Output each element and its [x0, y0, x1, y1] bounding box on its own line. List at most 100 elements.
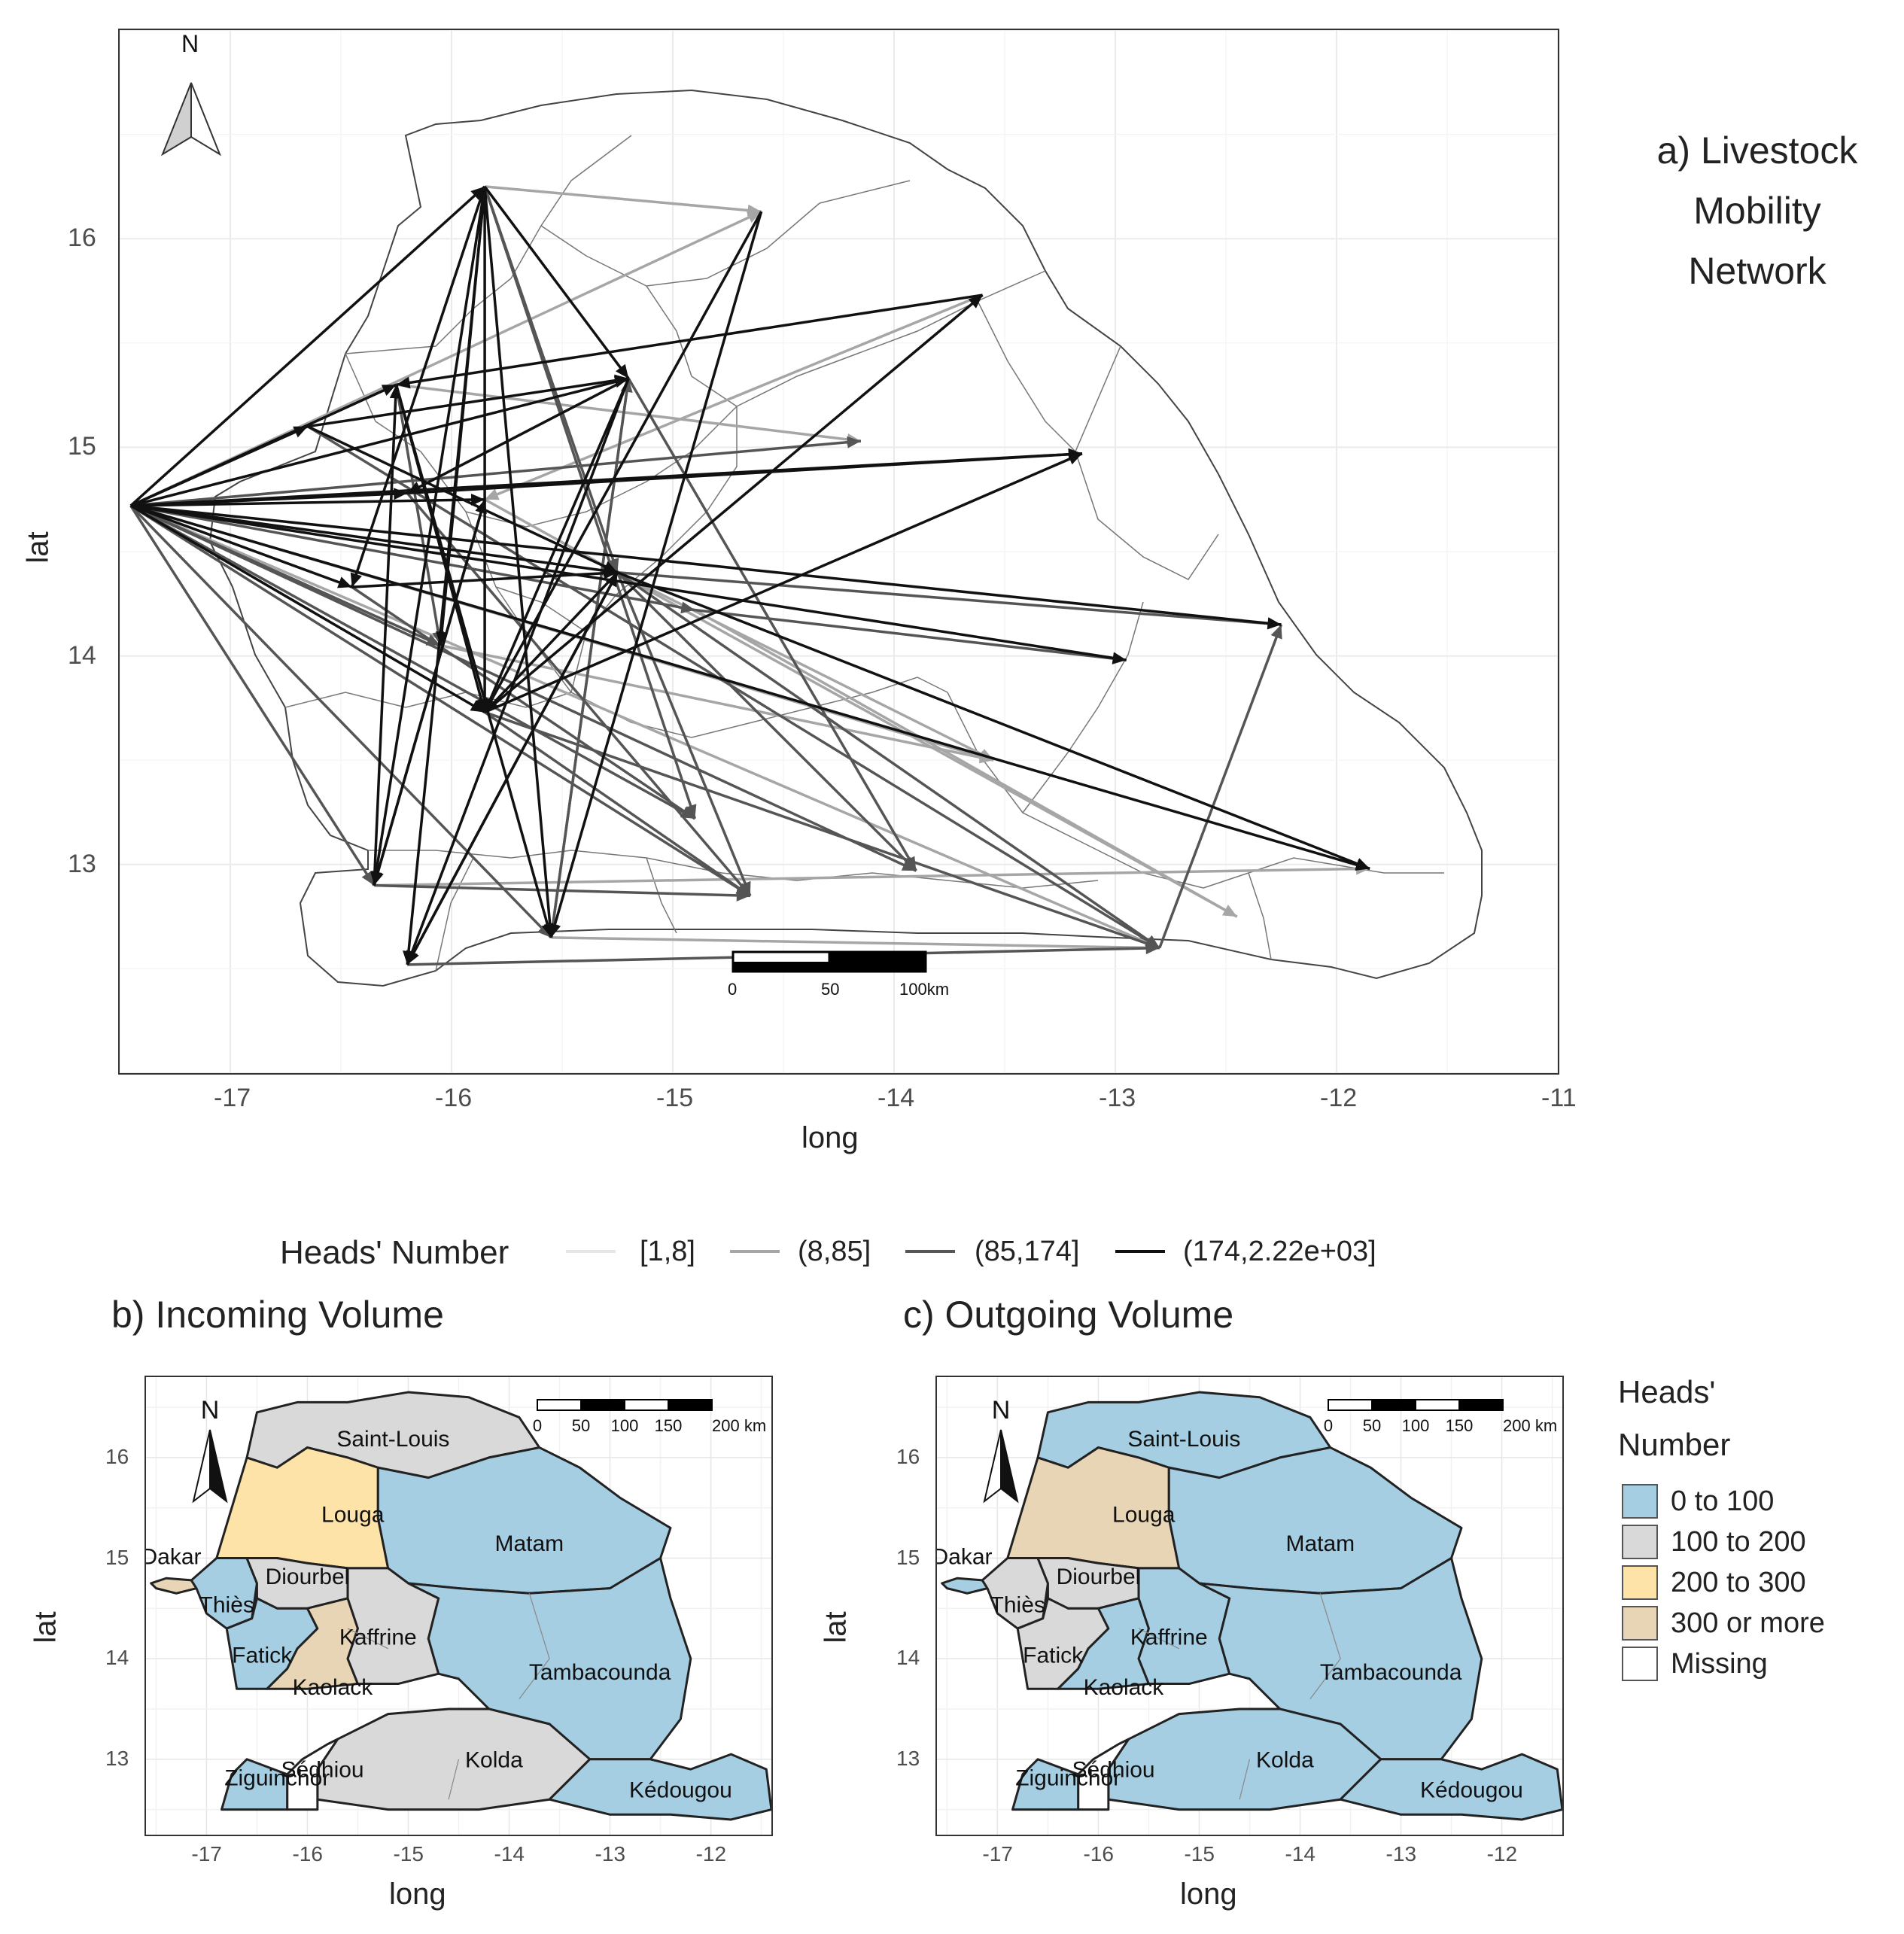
network-edge [307, 425, 619, 574]
region-label: Kaffrine [339, 1625, 417, 1650]
network-edge [484, 711, 751, 897]
panel-a-y-tick: 14 [68, 640, 96, 670]
network-edge [129, 425, 309, 507]
panel-c-title: c) Outgoing Volume [903, 1294, 1234, 1336]
network-edge [129, 505, 376, 886]
network-edge [129, 185, 486, 507]
network-edge [130, 377, 629, 507]
network-edge [130, 504, 1127, 661]
panel-c-x-tick: -12 [1486, 1842, 1518, 1866]
region-label: Thiès [199, 1593, 254, 1618]
region-label: Diourbel [266, 1565, 350, 1589]
network-edge [394, 384, 552, 938]
network-edge [129, 504, 485, 713]
network-edge [484, 185, 762, 213]
edge-arrowhead [470, 494, 485, 506]
panel-a-plot [120, 30, 1558, 1073]
north-label: N [992, 1396, 1011, 1425]
edge-arrowhead [847, 436, 861, 449]
fill-legend-swatch-1 [1622, 1484, 1658, 1519]
network-edge [351, 570, 618, 588]
panel-a-x-tick: -17 [214, 1084, 251, 1112]
scale-label-50: 50 [821, 980, 840, 999]
region-label: Saint-Louis [1127, 1427, 1240, 1452]
network-edge [616, 572, 752, 897]
network-edge [406, 377, 630, 494]
panel-a-x-tick: -14 [877, 1084, 915, 1112]
region-ziguinchor [1011, 1758, 1080, 1811]
north-arrow: N [192, 1396, 228, 1504]
edge-arrowhead [293, 426, 308, 438]
region-label: Matam [494, 1531, 564, 1556]
network-edge [407, 452, 1083, 495]
fill-legend-label-4: 300 or more [1671, 1607, 1825, 1639]
north-arrow: N [983, 1396, 1019, 1504]
network-edge [483, 211, 763, 713]
panel-c-x-tick: -13 [1385, 1842, 1417, 1866]
network-edge [549, 378, 630, 938]
edge-arrowhead [361, 871, 375, 886]
panel-b-x-tick: -15 [393, 1842, 424, 1866]
panel-b-y-tick: 16 [105, 1444, 129, 1468]
region-label: Fatick [232, 1643, 293, 1668]
line-legend-item-2: (8,85] [798, 1236, 871, 1267]
panel-a-x-tick: -11 [1541, 1084, 1577, 1112]
region-label: Kolda [1256, 1747, 1314, 1772]
network-edge [307, 377, 629, 428]
panel-a-y-tick: 15 [68, 432, 96, 461]
line-legend-item-3: (85,174] [975, 1236, 1080, 1267]
edge-arrowhead [470, 186, 485, 200]
scale-label: 100 [611, 1416, 639, 1435]
north-label: N [201, 1396, 220, 1425]
panel-a-y-tick: 13 [68, 849, 96, 878]
region-label: Tambacounda [1320, 1660, 1462, 1685]
line-legend-title: Heads' Number [280, 1234, 509, 1271]
edge-arrowhead [337, 576, 352, 588]
network-edge [616, 571, 995, 762]
region-label: Ziguinchor [224, 1765, 330, 1790]
panel-c-y-tick: 16 [896, 1444, 920, 1468]
edge-arrowhead [407, 481, 422, 494]
panel-b-plot: Saint-Louis Louga Matam Dakar Diourbel Thiès K… [146, 1377, 771, 1835]
network-edge [549, 211, 763, 938]
scale-bar: 0 50 100 150 200 km [533, 1399, 766, 1435]
network-edge [695, 608, 1127, 661]
scale-label-100: 100km [899, 980, 950, 999]
edge-arrowhead [680, 806, 695, 819]
edge-arrowhead [604, 567, 618, 579]
scale-bar [731, 950, 927, 973]
fill-legend-label-1: 0 to 100 [1671, 1485, 1775, 1517]
panel-c-plot: Saint-Louis Louga Matam Dakar Diourbel Thiès K… [937, 1377, 1562, 1835]
fill-legend-title-line2: Number [1618, 1427, 1731, 1462]
edge-arrowhead [736, 889, 750, 902]
network-edge [396, 383, 862, 442]
region-label: Sédhiou [281, 1758, 364, 1783]
region-label: Fatick [1023, 1643, 1084, 1668]
edge-arrowhead [747, 204, 762, 217]
network-edge [130, 504, 1370, 871]
panel-a-x-tick: -16 [435, 1084, 473, 1112]
scale-label: 200 km [1503, 1416, 1557, 1435]
network-edge [406, 378, 630, 965]
panel-a-title-line1: a) Livestock [1656, 129, 1858, 172]
scale-label: 150 [655, 1416, 683, 1435]
panel-a-title-line2: Mobility [1693, 190, 1821, 232]
fill-legend-label-3: 200 to 300 [1671, 1567, 1806, 1598]
network-edge [130, 497, 485, 507]
edge-arrowhead [425, 634, 441, 646]
line-legend-keys [566, 1250, 1165, 1253]
network-edge [373, 186, 486, 886]
line-legend-item-4: (174,2.22e+03] [1183, 1236, 1376, 1267]
scale-label: 0 [1324, 1416, 1333, 1435]
edge-arrowhead [1145, 942, 1160, 955]
edge-arrowhead [605, 572, 618, 588]
scale-label: 100 [1402, 1416, 1430, 1435]
network-edge [627, 378, 917, 871]
edge-arrowhead [1267, 617, 1282, 630]
panel-b-y-tick: 15 [105, 1545, 129, 1569]
network-edge [440, 644, 994, 762]
network-edge [484, 293, 984, 501]
network-edge [129, 504, 442, 647]
network-edge [483, 571, 619, 713]
region-dakar [941, 1577, 989, 1595]
